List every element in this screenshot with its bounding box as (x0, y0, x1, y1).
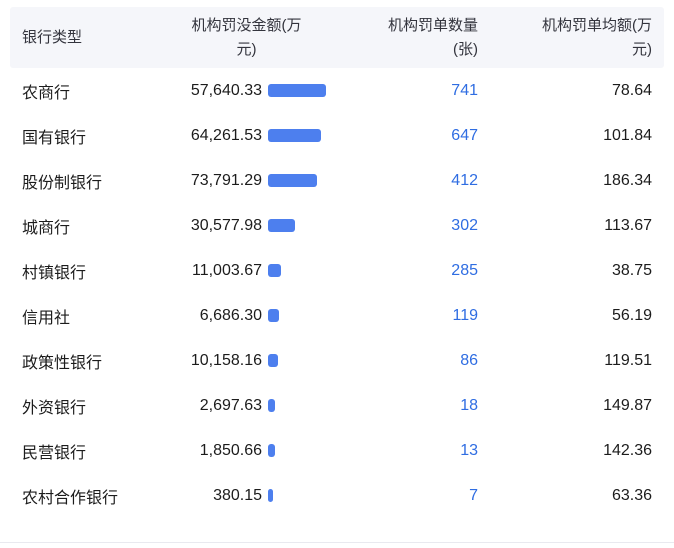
amount-bar-cell (262, 444, 360, 457)
amount-bar-cell (262, 399, 360, 412)
header-amount-line1: 机构罚没金额(万 (191, 16, 302, 34)
count-cell: 285 (360, 262, 478, 280)
avg-cell: 142.36 (603, 441, 652, 459)
count-link[interactable]: 18 (460, 396, 478, 414)
table-body: 农商行 57,640.33 741 78.64 国有银行 64,261.53 647 101.… (0, 68, 674, 518)
amount-bar-cell (262, 354, 360, 367)
amount-cell: 380.15 (213, 486, 262, 504)
count-link[interactable]: 86 (460, 351, 478, 369)
header-count: 机构罚单数量 (张) (360, 14, 478, 62)
count-link[interactable]: 412 (451, 171, 478, 189)
count-link[interactable]: 119 (452, 306, 478, 324)
amount-bar-cell (262, 129, 360, 142)
header-avg-line2: 元) (632, 40, 652, 58)
avg-cell: 149.87 (603, 396, 652, 414)
bank-type-cell: 村镇银行 (22, 264, 87, 282)
count-cell: 741 (360, 82, 478, 100)
count-link[interactable]: 7 (469, 486, 478, 504)
count-cell: 647 (360, 127, 478, 145)
avg-cell: 101.84 (603, 126, 652, 144)
header-count-line1: 机构罚单数量 (387, 16, 478, 34)
header-count-line2: (张) (453, 40, 478, 58)
table-header: 银行类型 机构罚没金额(万 元) 机构罚单数量 (张) 机构罚单均额(万 元) (10, 7, 664, 68)
bank-type-cell: 农村合作银行 (22, 489, 119, 507)
table-row: 外资银行 2,697.63 18 149.87 (0, 383, 674, 428)
header-bank-type-label: 银行类型 (22, 28, 83, 46)
bank-type-cell: 外资银行 (22, 399, 87, 417)
amount-data-bar (268, 264, 281, 277)
amount-bar-cell (262, 174, 360, 187)
table-row: 农村合作银行 380.15 7 63.36 (0, 473, 674, 518)
amount-cell: 10,158.16 (190, 351, 262, 369)
count-link[interactable]: 302 (451, 216, 478, 234)
header-bank-type: 银行类型 (10, 26, 133, 50)
table-row: 民营银行 1,850.66 13 142.36 (0, 428, 674, 473)
amount-data-bar (268, 129, 321, 142)
amount-bar-cell (262, 309, 360, 322)
count-cell: 119 (360, 307, 478, 325)
avg-cell: 78.64 (611, 81, 652, 99)
amount-bar-cell (262, 264, 360, 277)
amount-cell: 30,577.98 (190, 216, 262, 234)
amount-cell: 73,791.29 (190, 171, 262, 189)
bank-type-cell: 民营银行 (22, 444, 87, 462)
avg-cell: 113.67 (604, 216, 652, 234)
amount-data-bar (268, 354, 278, 367)
bank-type-cell: 股份制银行 (22, 174, 103, 192)
count-cell: 412 (360, 172, 478, 190)
count-cell: 86 (360, 352, 478, 370)
bank-type-cell: 政策性银行 (22, 354, 103, 372)
amount-data-bar (268, 309, 279, 322)
amount-cell: 2,697.63 (199, 396, 262, 414)
amount-cell: 11,003.67 (192, 261, 262, 279)
avg-cell: 63.36 (611, 486, 652, 504)
count-link[interactable]: 13 (460, 441, 478, 459)
header-amount-line2: 元) (236, 40, 257, 58)
amount-cell: 6,686.30 (199, 306, 262, 324)
count-link[interactable]: 647 (451, 126, 478, 144)
count-cell: 13 (360, 442, 478, 460)
header-avg: 机构罚单均额(万 元) (478, 14, 652, 62)
header-avg-line1: 机构罚单均额(万 (542, 16, 652, 34)
avg-cell: 38.75 (611, 261, 652, 279)
bank-type-cell: 农商行 (22, 84, 71, 102)
amount-data-bar (268, 399, 275, 412)
amount-data-bar (268, 489, 273, 502)
avg-cell: 186.34 (603, 171, 652, 189)
table-row: 信用社 6,686.30 119 56.19 (0, 293, 674, 338)
amount-cell: 57,640.33 (190, 81, 262, 99)
amount-data-bar (268, 84, 326, 97)
table-row: 村镇银行 11,003.67 285 38.75 (0, 248, 674, 293)
table-row: 股份制银行 73,791.29 412 186.34 (0, 158, 674, 203)
count-cell: 18 (360, 397, 478, 415)
bank-type-cell: 城商行 (22, 219, 71, 237)
count-cell: 302 (360, 217, 478, 235)
amount-data-bar (268, 219, 295, 232)
avg-cell: 56.19 (611, 306, 652, 324)
bottom-divider (0, 542, 674, 543)
amount-data-bar (268, 174, 317, 187)
table-row: 农商行 57,640.33 741 78.64 (0, 68, 674, 113)
header-amount: 机构罚没金额(万 元) (133, 14, 360, 62)
amount-cell: 64,261.53 (190, 126, 262, 144)
avg-cell: 119.51 (604, 351, 652, 369)
count-link[interactable]: 741 (451, 81, 478, 99)
amount-bar-cell (262, 219, 360, 232)
amount-bar-cell (262, 84, 360, 97)
count-link[interactable]: 285 (451, 261, 478, 279)
bank-type-cell: 信用社 (22, 309, 71, 327)
bank-type-cell: 国有银行 (22, 129, 87, 147)
table-row: 国有银行 64,261.53 647 101.84 (0, 113, 674, 158)
amount-bar-cell (262, 489, 360, 502)
count-cell: 7 (360, 487, 478, 505)
table-row: 城商行 30,577.98 302 113.67 (0, 203, 674, 248)
amount-data-bar (268, 444, 275, 457)
table-row: 政策性银行 10,158.16 86 119.51 (0, 338, 674, 383)
amount-cell: 1,850.66 (199, 441, 262, 459)
